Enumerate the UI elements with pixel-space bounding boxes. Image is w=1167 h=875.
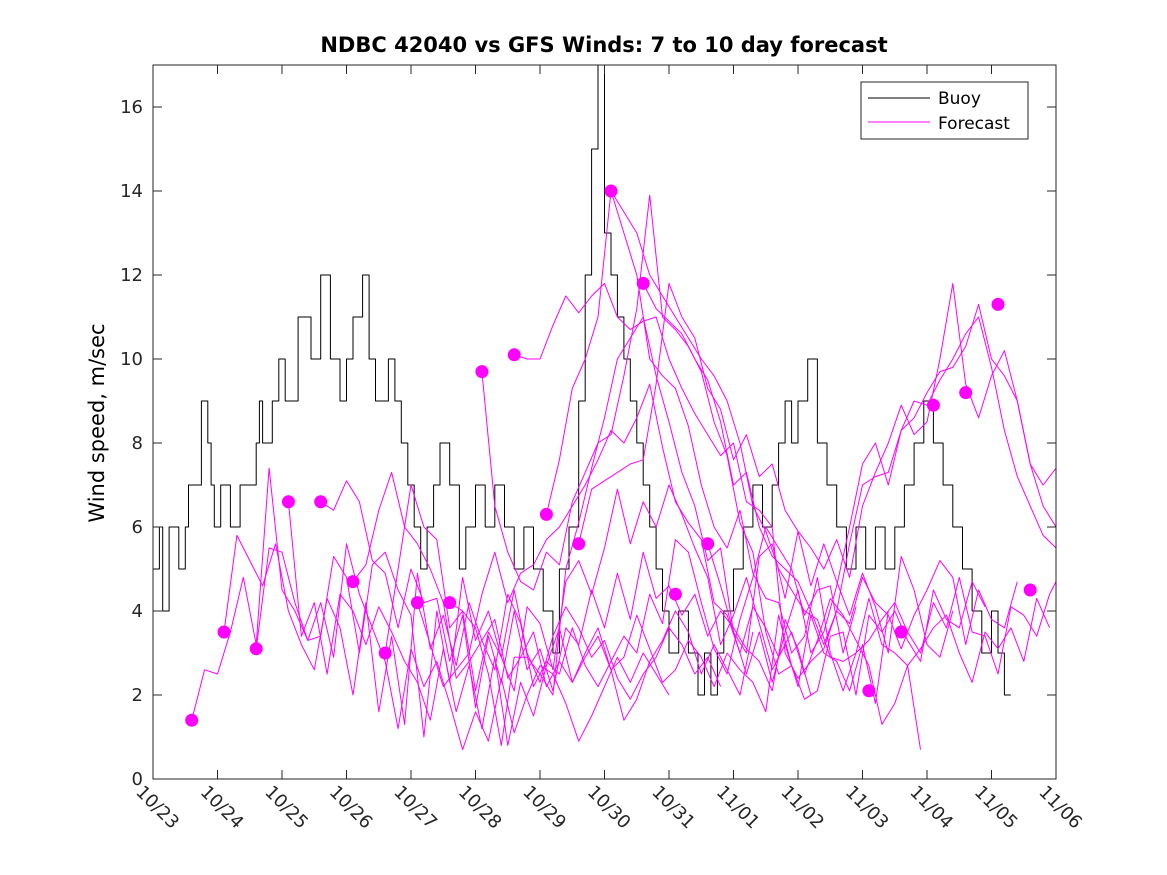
forecast-series-line-11 [514, 282, 1018, 679]
forecast-series-line-12 [545, 190, 1051, 692]
y-tick-label: 8 [132, 433, 143, 454]
forecast-series-line-6 [352, 471, 857, 688]
forecast-start-marker [668, 587, 682, 601]
y-tick-label: 4 [132, 601, 143, 622]
forecast-series-line-4 [287, 501, 793, 746]
forecast-start-marker [185, 713, 199, 727]
y-tick-label: 6 [132, 517, 143, 538]
forecast-start-marker [959, 386, 973, 400]
marker-layer [185, 184, 1037, 727]
forecast-series-line-14 [610, 190, 1056, 675]
forecast-series-line-16 [707, 316, 1056, 683]
forecast-start-marker [701, 537, 715, 551]
forecast-start-marker [539, 507, 553, 521]
forecast-start-marker [572, 537, 586, 551]
forecast-start-marker [443, 596, 457, 610]
series-layer [153, 65, 1056, 751]
legend-label-forecast: Forecast [938, 114, 1010, 134]
y-tick-label: 10 [120, 349, 143, 370]
forecast-start-marker [475, 365, 489, 379]
y-tick-label: 2 [132, 685, 143, 706]
forecast-start-marker [507, 348, 521, 362]
forecast-start-marker [346, 575, 360, 589]
legend: Buoy Forecast [860, 81, 1029, 140]
y-tick-label: 0 [132, 769, 143, 790]
legend-label-buoy: Buoy [938, 89, 981, 109]
forecast-start-marker [604, 184, 618, 198]
y-tick-label: 12 [120, 265, 143, 286]
y-axis-label: Wind speed, m/sec [85, 323, 109, 522]
forecast-start-marker [926, 398, 940, 412]
forecast-start-marker [378, 646, 392, 660]
forecast-start-marker [636, 276, 650, 290]
forecast-series-line-15 [642, 283, 1056, 646]
forecast-start-marker [1023, 583, 1037, 597]
legend-box [860, 81, 1029, 140]
forecast-series-line-13 [578, 282, 1056, 578]
forecast-start-marker [410, 596, 424, 610]
forecast-series-line-8 [416, 383, 921, 750]
forecast-start-marker [894, 625, 908, 639]
chart-title: NDBC 42040 vs GFS Winds: 7 to 10 day for… [320, 33, 887, 57]
y-tick-label: 16 [120, 97, 143, 118]
forecast-start-marker [314, 495, 328, 509]
forecast-start-marker [281, 495, 295, 509]
y-tick-label: 14 [120, 181, 143, 202]
forecast-start-marker [862, 684, 876, 698]
forecast-series-line-2 [223, 534, 754, 725]
forecast-start-marker [249, 642, 263, 656]
forecast-start-marker [991, 297, 1005, 311]
forecast-start-marker [217, 625, 231, 639]
forecast-series-line-3 [255, 547, 722, 738]
